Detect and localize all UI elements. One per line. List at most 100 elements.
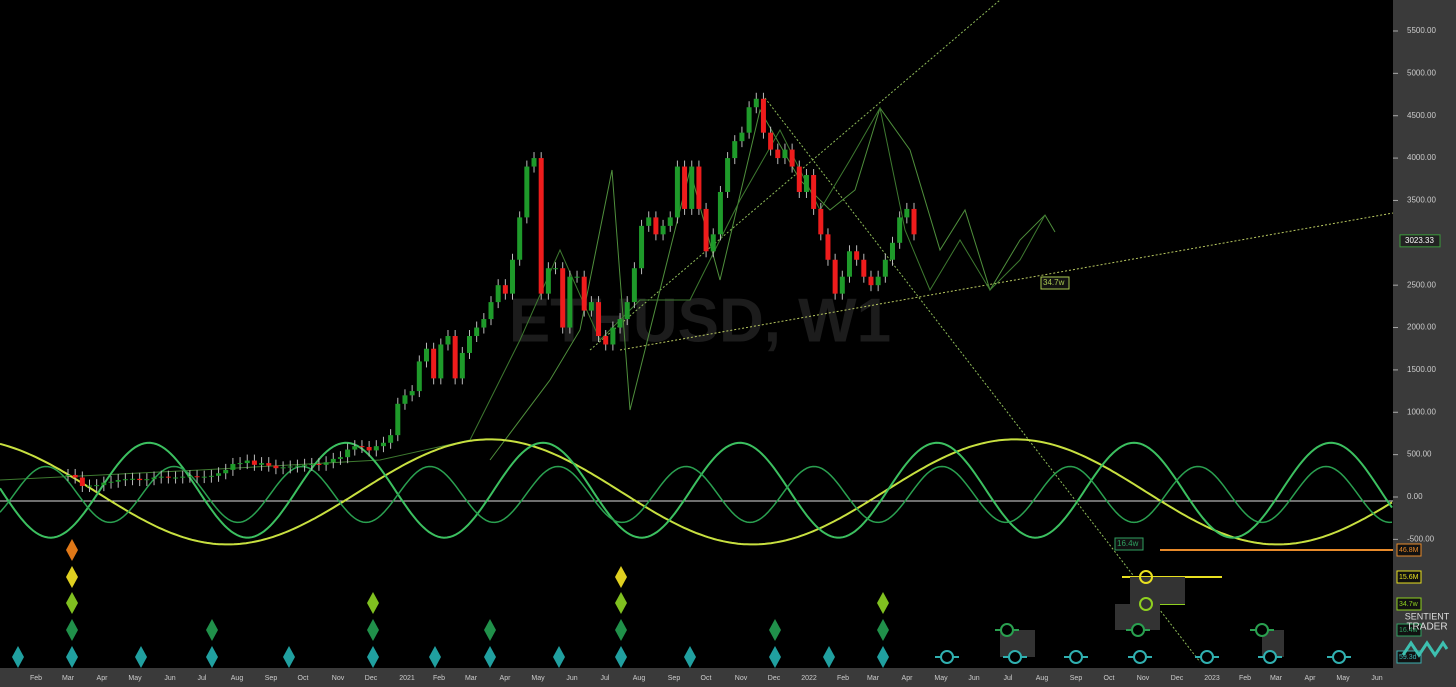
time-tick-label: Jul — [601, 675, 610, 682]
candle — [510, 259, 516, 294]
candle — [839, 276, 845, 294]
cycle-circle — [1131, 623, 1145, 637]
trend-line — [764, 97, 1201, 663]
candle — [596, 302, 602, 337]
candle — [416, 361, 422, 392]
candle — [87, 485, 93, 487]
candle — [158, 476, 164, 478]
candle — [725, 158, 731, 192]
time-tick-label: Jun — [164, 675, 175, 682]
candle — [868, 276, 874, 286]
price-axis-panel — [1393, 0, 1456, 687]
trend-line — [589, 0, 1001, 351]
trend-line — [619, 212, 1394, 351]
candle — [796, 166, 802, 192]
candle — [553, 268, 559, 270]
candle — [495, 285, 501, 303]
candle — [732, 141, 738, 159]
cycle-diamond — [823, 646, 835, 668]
candle — [488, 302, 494, 320]
cycle-diamond — [877, 619, 889, 641]
candle — [674, 166, 680, 218]
candle — [452, 336, 458, 379]
candle — [151, 477, 157, 480]
candle — [309, 463, 315, 465]
candle — [373, 446, 379, 451]
chart-label: 34.7w — [1043, 278, 1065, 287]
time-tick-label: Feb — [1239, 675, 1251, 682]
price-tick-label: 5500.00 — [1407, 26, 1436, 35]
cycle-wave — [0, 441, 1393, 539]
candle — [811, 175, 817, 209]
cycle-circle — [940, 650, 954, 664]
candle — [72, 474, 78, 478]
candle — [861, 259, 867, 277]
time-tick-label: May — [128, 675, 142, 682]
candle — [438, 344, 444, 379]
candle — [760, 98, 766, 133]
cycle-diamond — [484, 619, 496, 641]
candle — [667, 217, 673, 226]
cycle-marker — [1139, 570, 1153, 584]
time-tick-label: May — [1336, 675, 1350, 682]
cycle-marker — [1139, 597, 1153, 611]
cycle-circle — [1263, 650, 1277, 664]
cycle-circle — [1133, 650, 1147, 664]
candle — [388, 435, 394, 443]
time-tick-label: Oct — [298, 675, 309, 682]
candle — [345, 449, 351, 458]
time-tick-label: Jul — [1004, 675, 1013, 682]
candle — [108, 481, 114, 483]
candle — [459, 352, 465, 379]
cycle-wave — [0, 465, 1393, 524]
cycle-label: 15.6M — [1399, 574, 1419, 581]
candle — [180, 476, 186, 478]
candle — [502, 285, 508, 294]
cycle-diamond — [367, 646, 379, 668]
candle — [223, 469, 229, 474]
cycle-label: 34.7w — [1399, 601, 1419, 608]
candle — [352, 446, 358, 450]
candle — [717, 191, 723, 235]
candle — [101, 482, 107, 486]
cycle-diamond — [206, 646, 218, 668]
cycle-circle — [1200, 650, 1214, 664]
candle — [524, 166, 530, 218]
time-tick-label: Feb — [433, 675, 445, 682]
candle — [567, 276, 573, 328]
time-tick-label: Apr — [500, 675, 512, 682]
cycle-diamond — [684, 646, 696, 668]
time-tick-label: Apr — [97, 675, 109, 682]
candle — [187, 476, 193, 478]
price-tick-label: 4000.00 — [1407, 153, 1436, 162]
candle — [366, 447, 372, 451]
candle — [466, 336, 472, 353]
candle — [789, 149, 795, 167]
watermark: ETHUSD, W1 — [509, 286, 891, 355]
cycle-diamond — [66, 646, 78, 668]
candle — [316, 463, 322, 465]
time-tick-label: Feb — [30, 675, 42, 682]
cycle-diamond — [769, 619, 781, 641]
price-tick-label: 500.00 — [1407, 450, 1432, 459]
candle — [395, 403, 401, 436]
candle — [825, 234, 831, 260]
cycle-diamond — [615, 592, 627, 614]
candle — [610, 327, 616, 345]
candle — [703, 208, 709, 252]
price-tick-label: 0.00 — [1407, 492, 1423, 501]
price-tick-label: 5000.00 — [1407, 68, 1436, 77]
logo-text: TRADER — [1406, 622, 1447, 633]
time-tick-label: 2021 — [399, 675, 415, 682]
time-tick-label: Nov — [1137, 675, 1150, 682]
candle — [818, 208, 824, 235]
candle — [775, 149, 781, 159]
candle — [481, 319, 487, 328]
cycle-box — [1262, 630, 1284, 657]
cycle-diamond — [553, 646, 565, 668]
time-tick-label: Mar — [62, 675, 75, 682]
candle — [244, 460, 250, 464]
candle — [144, 479, 150, 481]
candle — [624, 302, 630, 320]
candles — [65, 92, 917, 492]
